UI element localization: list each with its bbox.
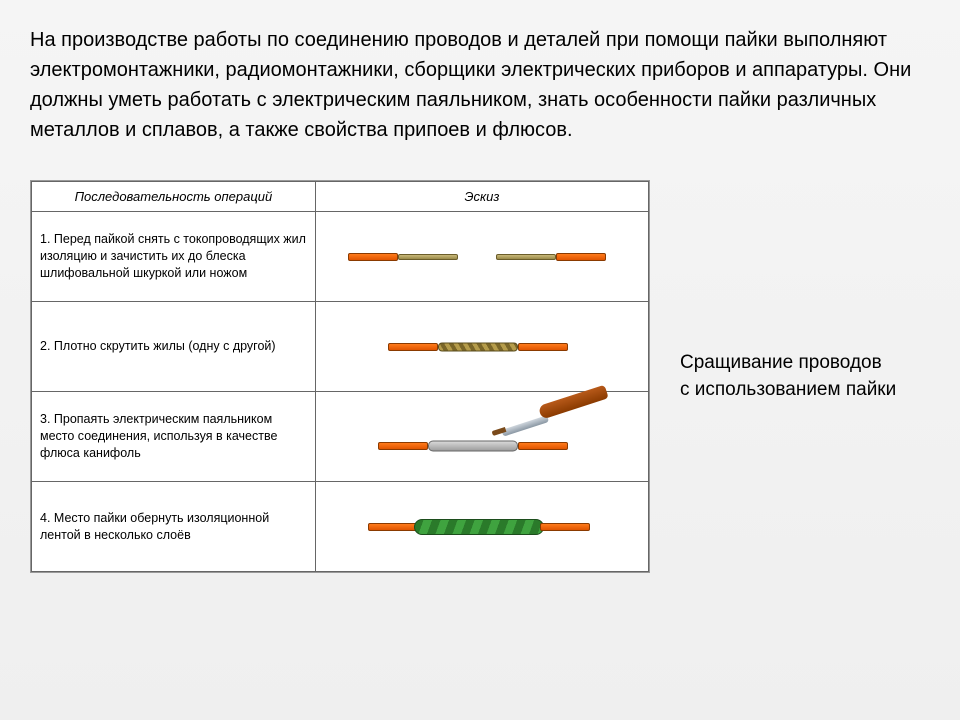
sketch-cell-1 — [315, 212, 648, 302]
op-cell-3: 3. Пропаять электрическим паяльником мес… — [32, 392, 316, 482]
caption-line-2: с использованием пайки — [680, 377, 896, 404]
sketch-1-two-stripped-wires — [324, 218, 640, 295]
sketch-cell-4 — [315, 482, 648, 572]
intro-text: На производстве работы по соединению про… — [30, 25, 930, 145]
table-row: 1. Перед пайкой снять с токопроводящих ж… — [32, 212, 649, 302]
caption-line-1: Сращивание проводов — [680, 350, 896, 377]
sketch-3-soldering — [324, 398, 640, 475]
header-ops: Последовательность операций — [32, 182, 316, 212]
sketch-4-taped-joint — [324, 488, 640, 565]
sketch-2-twisted-wires — [324, 308, 640, 385]
sketch-cell-2 — [315, 302, 648, 392]
steps-table: Последовательность операций Эскиз 1. Пер… — [30, 180, 650, 573]
figure-caption: Сращивание проводов с использованием пай… — [680, 350, 896, 403]
sketch-cell-3 — [315, 392, 648, 482]
table-row: 3. Пропаять электрическим паяльником мес… — [32, 392, 649, 482]
op-cell-2: 2. Плотно скрутить жилы (одну с другой) — [32, 302, 316, 392]
header-sketch: Эскиз — [315, 182, 648, 212]
content-row: Последовательность операций Эскиз 1. Пер… — [30, 180, 930, 573]
op-cell-1: 1. Перед пайкой снять с токопроводящих ж… — [32, 212, 316, 302]
table-row: 2. Плотно скрутить жилы (одну с другой) — [32, 302, 649, 392]
soldering-iron-icon — [490, 406, 610, 436]
table-row: 4. Место пайки обернуть изоляционной лен… — [32, 482, 649, 572]
op-cell-4: 4. Место пайки обернуть изоляционной лен… — [32, 482, 316, 572]
